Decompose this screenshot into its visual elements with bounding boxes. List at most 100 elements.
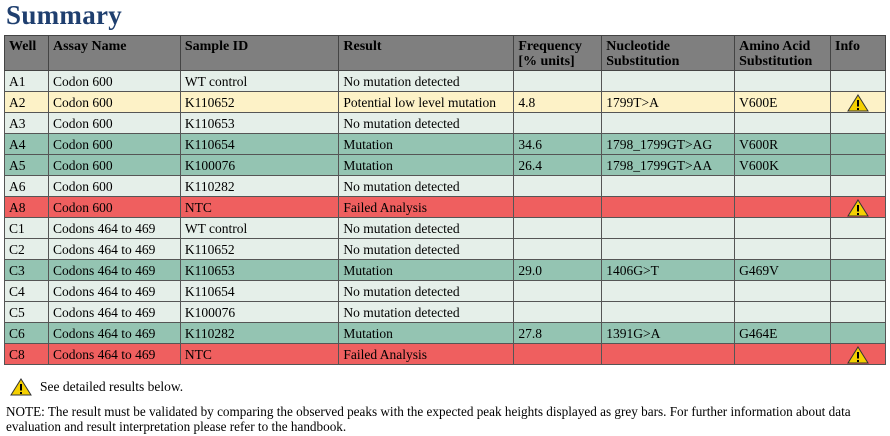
warning-icon (847, 94, 869, 112)
cell-result: No mutation detected (338, 175, 515, 197)
warning-icon (10, 378, 32, 396)
cell-assay-name: Codon 600 (47, 133, 181, 155)
cell-result: Failed Analysis (338, 196, 515, 218)
cell-frequency: 34.6 (513, 133, 603, 155)
cell-nucleotide-substitution: 1391G>A (601, 322, 736, 344)
cell-well: C5 (4, 301, 49, 323)
cell-assay-name: Codons 464 to 469 (47, 238, 181, 260)
table-row: A4 Codon 600 K110654 Mutation 34.6 1798_1799G… (4, 133, 886, 155)
header-amino-line2: Substitution (739, 54, 813, 69)
cell-well: C1 (4, 217, 49, 239)
cell-info (830, 322, 886, 344)
table-row: C3 Codons 464 to 469 K110653 Mutation 29.0 14… (4, 259, 886, 281)
table-body: A1 Codon 600 WT control No mutation detecte… (4, 70, 886, 365)
header-nucleotide-line2: Substitution (606, 54, 680, 69)
table-row: A3 Codon 600 K110653 No mutation detected (4, 112, 886, 134)
cell-assay-name: Codon 600 (47, 154, 181, 176)
cell-result: No mutation detected (338, 280, 515, 302)
cell-info (830, 238, 886, 260)
cell-amino-acid-substitution (734, 196, 832, 218)
cell-info (830, 259, 886, 281)
cell-assay-name: Codon 600 (47, 175, 181, 197)
header-assay-name: Assay Name (47, 35, 181, 71)
cell-amino-acid-substitution (734, 112, 832, 134)
cell-well: A1 (4, 70, 49, 92)
cell-assay-name: Codon 600 (47, 70, 181, 92)
cell-frequency: 26.4 (513, 154, 603, 176)
cell-nucleotide-substitution (601, 175, 736, 197)
cell-info (830, 154, 886, 176)
cell-sample-id: K100076 (179, 154, 340, 176)
cell-sample-id: NTC (179, 196, 340, 218)
cell-well: A4 (4, 133, 49, 155)
header-sample-id: Sample ID (179, 35, 340, 71)
cell-frequency (513, 196, 603, 218)
table-row: C6 Codons 464 to 469 K110282 Mutation 27.8 13… (4, 322, 886, 344)
cell-nucleotide-substitution: 1406G>T (601, 259, 736, 281)
cell-info (830, 112, 886, 134)
cell-nucleotide-substitution: 1798_1799GT>AG (601, 133, 736, 155)
cell-frequency (513, 70, 603, 92)
cell-frequency: 4.8 (513, 91, 603, 113)
cell-assay-name: Codons 464 to 469 (47, 343, 181, 365)
cell-info (830, 70, 886, 92)
cell-amino-acid-substitution: V600R (734, 133, 832, 155)
cell-amino-acid-substitution (734, 301, 832, 323)
cell-amino-acid-substitution (734, 343, 832, 365)
cell-nucleotide-substitution: 1799T>A (601, 91, 736, 113)
legend: See detailed results below. (10, 378, 183, 396)
cell-sample-id: NTC (179, 343, 340, 365)
table-row: A6 Codon 600 K110282 No mutation detected (4, 175, 886, 197)
cell-nucleotide-substitution (601, 238, 736, 260)
cell-info (830, 217, 886, 239)
cell-result: No mutation detected (338, 112, 515, 134)
cell-assay-name: Codons 464 to 469 (47, 259, 181, 281)
cell-well: A6 (4, 175, 49, 197)
cell-well: A2 (4, 91, 49, 113)
results-table: Well Assay Name Sample ID Result Frequen… (4, 35, 886, 365)
cell-nucleotide-substitution: 1798_1799GT>AA (601, 154, 736, 176)
cell-sample-id: K110282 (179, 322, 340, 344)
cell-sample-id: K110653 (179, 112, 340, 134)
note-text: NOTE: The result must be validated by co… (6, 404, 851, 434)
cell-amino-acid-substitution: V600K (734, 154, 832, 176)
table-row: A2 Codon 600 K110652 Potential low level mu… (4, 91, 886, 113)
cell-assay-name: Codon 600 (47, 196, 181, 218)
cell-info (830, 133, 886, 155)
table-row: C2 Codons 464 to 469 K110652 No mutation de… (4, 238, 886, 260)
warning-icon (847, 346, 869, 364)
warning-icon (847, 199, 869, 217)
cell-sample-id: K110652 (179, 238, 340, 260)
cell-info (830, 343, 886, 365)
cell-frequency (513, 217, 603, 239)
cell-sample-id: WT control (179, 70, 340, 92)
page-title: Summary (6, 0, 123, 30)
header-frequency: Frequency [% units] (513, 35, 603, 71)
table-row: C1 Codons 464 to 469 WT control No mutation… (4, 217, 886, 239)
cell-nucleotide-substitution (601, 70, 736, 92)
cell-frequency: 29.0 (513, 259, 603, 281)
cell-info (830, 280, 886, 302)
header-nucleotide-line1: Nucleotide (606, 39, 670, 54)
cell-result: Mutation (338, 259, 515, 281)
cell-sample-id: K110654 (179, 280, 340, 302)
cell-info (830, 91, 886, 113)
cell-well: C3 (4, 259, 49, 281)
cell-amino-acid-substitution: G469V (734, 259, 832, 281)
cell-assay-name: Codon 600 (47, 112, 181, 134)
cell-frequency (513, 238, 603, 260)
cell-well: C2 (4, 238, 49, 260)
cell-info (830, 196, 886, 218)
header-amino-acid-substitution: Amino Acid Substitution (734, 35, 832, 71)
cell-amino-acid-substitution (734, 238, 832, 260)
cell-frequency: 27.8 (513, 322, 603, 344)
cell-amino-acid-substitution: V600E (734, 91, 832, 113)
cell-well: A8 (4, 196, 49, 218)
table-row: A8 Codon 600 NTC Failed Analysis (4, 196, 886, 218)
cell-nucleotide-substitution (601, 196, 736, 218)
table-row: C8 Codons 464 to 469 NTC Failed Analysis (4, 343, 886, 365)
cell-well: C4 (4, 280, 49, 302)
cell-result: Mutation (338, 322, 515, 344)
cell-info (830, 301, 886, 323)
cell-amino-acid-substitution (734, 175, 832, 197)
